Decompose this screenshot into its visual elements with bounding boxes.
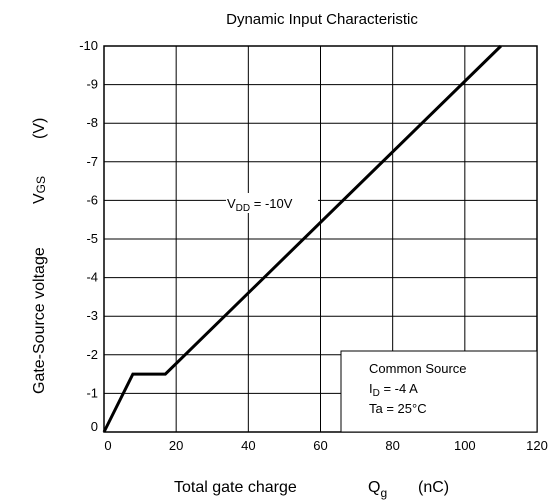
- annotation-line-3: Ta = 25°C: [369, 401, 427, 416]
- plot-frame: [103, 45, 538, 433]
- x-tick-label: 0: [104, 438, 111, 453]
- x-tick-label: 100: [454, 438, 476, 453]
- y-tick-label: -1: [86, 385, 98, 400]
- x-tick-label: 80: [385, 438, 399, 453]
- series-label: VDD = -10V: [227, 196, 293, 214]
- annotation-line-2: ID = -4 A: [369, 381, 418, 399]
- annotation-line-1: Common Source: [369, 361, 467, 376]
- y-tick-labels: 0 -1 -2 -3 -4 -5 -6 -7 -8 -9 -10: [79, 38, 98, 434]
- series-lines: [102, 44, 502, 433]
- y-axis-unit: (V): [31, 118, 48, 139]
- y-tick-label: -3: [86, 308, 98, 323]
- y-tick-label: 0: [91, 419, 98, 434]
- y-tick-label: -6: [86, 192, 98, 207]
- annotation-box: [340, 350, 538, 433]
- x-tick-label: 60: [313, 438, 327, 453]
- y-tick-label: -4: [86, 270, 98, 285]
- x-tick-label: 40: [241, 438, 255, 453]
- grid-lines: [104, 46, 537, 432]
- y-tick-label: -10: [79, 38, 98, 53]
- x-axis-label: Total gate charge: [174, 479, 297, 496]
- series-label-background: [226, 193, 318, 213]
- series-line: [102, 44, 502, 433]
- y-tick-label: -7: [86, 154, 98, 169]
- x-tick-labels: 0 20 40 60 80 100 120: [104, 438, 547, 453]
- y-tick-label: -9: [86, 77, 98, 92]
- y-axis-label-group: Gate-Source voltage VGS (V): [31, 118, 48, 394]
- x-tick-label: 120: [526, 438, 548, 453]
- chart-title: Dynamic Input Characteristic: [226, 11, 418, 28]
- y-tick-label: -2: [86, 347, 98, 362]
- y-axis-symbol: VGS: [31, 176, 48, 204]
- x-tick-label: 20: [169, 438, 183, 453]
- x-axis-unit: (nC): [418, 479, 449, 496]
- y-axis-label: Gate-Source voltage: [31, 247, 48, 394]
- x-axis-symbol: Qg: [368, 479, 387, 500]
- y-tick-label: -5: [86, 231, 98, 246]
- y-tick-label: -8: [86, 115, 98, 130]
